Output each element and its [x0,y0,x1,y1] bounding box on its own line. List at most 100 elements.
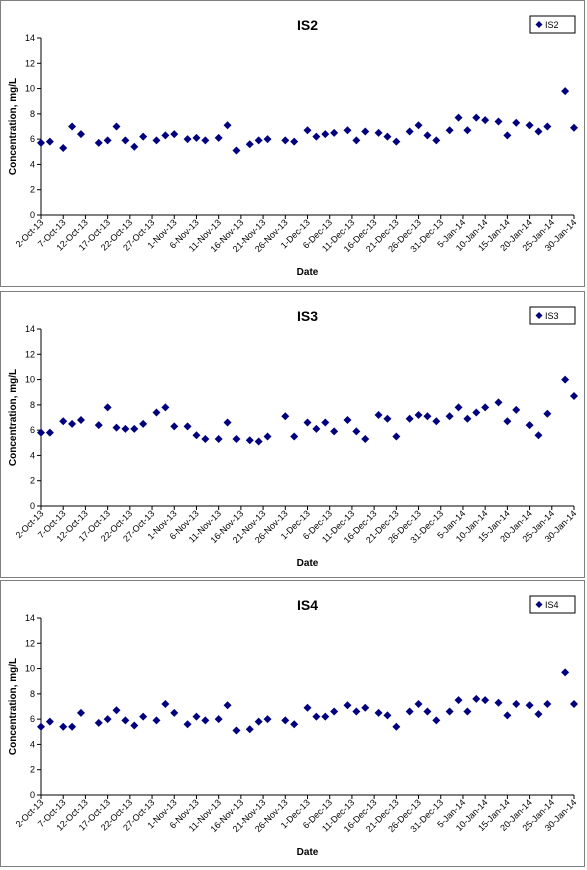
data-point [112,122,121,131]
data-point [254,136,263,145]
data-point [454,403,463,412]
legend: IS3 [529,306,576,325]
data-point [281,136,290,145]
y-tick-label: 0 [30,501,35,511]
chart-svg: IS2024681012142-Oct-137-Oct-1312-Oct-131… [8,15,578,278]
y-tick-label: 0 [30,790,35,800]
y-tick-label: 4 [30,159,35,169]
data-point [59,722,68,731]
data-point [303,418,312,427]
data-point [561,668,570,677]
y-tick-label: 2 [30,765,35,775]
data-point [330,128,339,137]
data-point [414,699,423,708]
y-tick-label: 8 [30,400,35,410]
data-point [112,706,121,715]
chart-title: IS4 [297,597,318,613]
data-point [343,416,352,425]
data-point [161,699,170,708]
data-point [534,710,543,719]
data-point [94,718,103,727]
data-point [214,434,223,443]
data-point [152,136,161,145]
data-point [103,403,112,412]
data-point [481,116,490,125]
data-point [192,133,201,142]
data-point [76,130,85,139]
data-point [37,428,45,437]
data-point [414,410,423,419]
data-point [463,414,472,423]
data-point [321,130,330,139]
data-point [534,127,543,136]
data-point [214,715,223,724]
chart-title: IS2 [297,17,318,33]
y-tick-label: 0 [30,210,35,220]
data-point [543,699,552,708]
data-point [361,703,370,712]
data-point [201,716,210,725]
data-point [68,122,77,131]
data-point [512,405,521,414]
data-point [192,431,201,440]
data-point [152,408,161,417]
data-point [343,701,352,710]
y-tick-label: 8 [30,689,35,699]
legend-label: IS4 [545,600,559,610]
legend-marker [535,21,543,28]
data-point [463,707,472,716]
data-point [525,701,534,710]
data-point [463,126,472,135]
x-axis-title: Date [297,847,319,858]
data-point [423,412,432,421]
y-axis-title: Concentration, mg/L [8,78,19,175]
data-point [374,410,383,419]
data-point [170,422,179,431]
data-point [59,417,68,426]
y-tick-label: 12 [25,58,35,68]
data-point [263,432,272,441]
data-point [494,117,503,126]
data-point [45,428,54,437]
data-point [312,132,321,141]
data-point [201,434,210,443]
data-point [232,726,241,735]
data-point [472,408,481,417]
data-point [481,403,490,412]
data-point [561,375,570,384]
y-tick-label: 14 [25,324,35,334]
data-point [103,136,112,145]
data-point [139,132,148,141]
legend-marker [535,312,543,319]
data-point [392,432,401,441]
data-point [561,87,570,96]
data-point [570,123,578,132]
data-point [321,418,330,427]
data-point [290,137,299,146]
data-point [525,121,534,130]
y-tick-label: 10 [25,375,35,385]
data-point [303,126,312,135]
data-point [481,696,490,705]
data-point [503,417,512,426]
data-point [472,694,481,703]
data-point [512,699,521,708]
data-point [76,708,85,717]
data-point [303,703,312,712]
data-point [290,720,299,729]
data-point [152,716,161,725]
data-point [232,146,241,155]
data-point [423,131,432,140]
data-point [281,716,290,725]
data-point [68,722,77,731]
data-point [201,136,210,145]
data-point [494,398,503,407]
data-point [183,720,192,729]
data-point [525,421,534,430]
data-point [361,127,370,136]
data-point [330,427,339,436]
data-point [423,707,432,716]
data-point [170,708,179,717]
legend-box [529,15,576,34]
y-tick-label: 4 [30,739,35,749]
